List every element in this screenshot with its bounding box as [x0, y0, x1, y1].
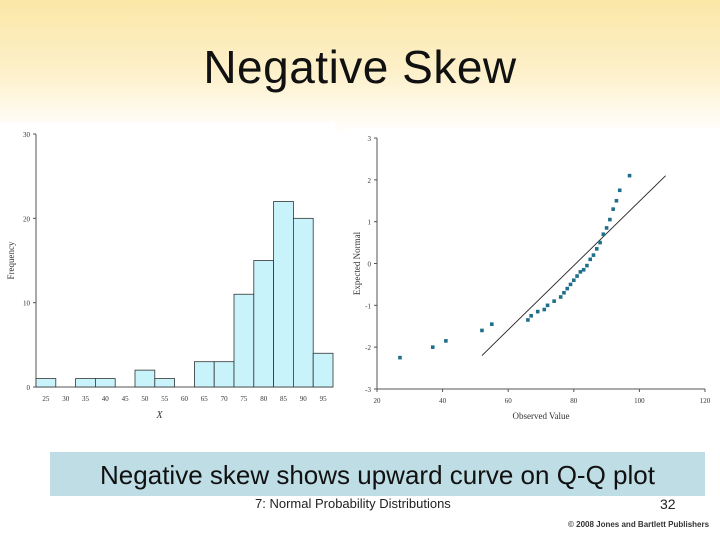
qq-point: [572, 278, 576, 283]
y-tick-label: 2: [368, 177, 372, 185]
y-tick-label: 0: [27, 384, 31, 392]
y-tick-label: 1: [368, 219, 372, 227]
x-tick-label: 75: [240, 395, 248, 403]
qq-point: [598, 240, 602, 245]
qq-point: [480, 328, 484, 333]
histogram-bar: [193, 361, 215, 388]
x-tick-label: 120: [700, 397, 711, 405]
x-tick-label: 20: [374, 397, 382, 405]
x-tick-label: 80: [260, 395, 268, 403]
x-tick-label: 95: [320, 395, 328, 403]
histogram-panel: 0 10 20 30 25 30 35 40 45 50 55 60 65 70 75 80 85 90 95 X Fr…: [0, 122, 335, 432]
histogram-bar: [312, 352, 334, 388]
x-tick-label: 40: [102, 395, 110, 403]
qq-point: [562, 290, 566, 295]
qq-point: [444, 339, 448, 343]
qq-point: [535, 309, 540, 314]
qq-point: [558, 295, 563, 299]
qq-point: [552, 299, 556, 303]
x-axis-label: Observed Value: [512, 411, 569, 421]
qq-point: [578, 270, 583, 274]
qq-point: [398, 355, 402, 360]
y-tick-label: -3: [365, 386, 371, 394]
reference-line: [481, 175, 666, 356]
qq-point: [591, 253, 596, 257]
page-number: 32: [660, 496, 676, 512]
x-tick-label: 25: [42, 395, 50, 403]
y-axis-label: Frequency: [6, 241, 16, 279]
qq-point: [601, 232, 606, 237]
x-tick-label: 45: [122, 395, 130, 403]
x-tick-label: 30: [62, 395, 70, 403]
copyright-text: © 2008 Jones and Bartlett Publishers: [568, 520, 710, 529]
qq-plot-panel: -3 -2 -1 0 1 2 3 20 40 60 80 100 120 Observed Value Ex…: [348, 128, 720, 428]
qq-point: [568, 282, 573, 287]
x-axis-label: X: [155, 410, 163, 421]
histogram-bar: [292, 217, 314, 388]
x-tick-label: 50: [141, 395, 149, 403]
y-tick-label: 0: [368, 261, 372, 269]
y-tick-label: 10: [23, 300, 31, 308]
histogram-bar: [35, 378, 57, 388]
x-tick-label: 80: [570, 397, 578, 405]
y-tick-label: -2: [365, 344, 371, 352]
x-tick-label: 70: [221, 395, 229, 403]
x-tick-label: 65: [201, 395, 209, 403]
qq-point: [588, 257, 592, 262]
qq-point: [565, 286, 570, 291]
y-tick-label: 30: [23, 131, 31, 139]
histogram-bar: [134, 369, 156, 388]
histogram-bar: [233, 293, 255, 388]
footer-text: 7: Normal Probability Distributions: [255, 496, 451, 511]
y-tick-label: -1: [365, 302, 371, 310]
y-tick-label: 3: [368, 135, 372, 143]
qq-point: [594, 247, 599, 251]
x-tick-label: 60: [181, 395, 189, 403]
histogram-bar: [213, 361, 235, 388]
histogram-bar: [154, 378, 176, 388]
qq-point: [581, 267, 586, 272]
qq-point: [575, 274, 579, 278]
x-tick-label: 55: [161, 395, 169, 403]
x-tick-label: 40: [439, 397, 447, 405]
qq-point: [529, 313, 533, 318]
qq-point: [430, 345, 435, 349]
qq-point: [617, 188, 622, 193]
qq-point: [490, 322, 494, 326]
qq-point: [611, 207, 615, 211]
y-axis-label: Expected Normal: [352, 231, 362, 295]
qq-point: [585, 263, 589, 268]
histogram-bar: [95, 378, 116, 388]
qq-point: [604, 226, 609, 230]
qq-point: [627, 173, 632, 178]
x-tick-label: 90: [300, 395, 308, 403]
histogram-bar: [75, 378, 96, 388]
qq-point: [545, 303, 550, 308]
histogram-bar: [253, 260, 275, 388]
x-tick-label: 85: [280, 395, 288, 403]
qq-point: [608, 217, 612, 222]
qq-point: [614, 198, 619, 203]
x-tick-label: 35: [82, 395, 90, 403]
x-tick-label: 60: [505, 397, 513, 405]
histogram-bar: [273, 201, 294, 388]
qq-point: [542, 307, 547, 312]
y-tick-label: 20: [23, 215, 31, 223]
caption-text: Negative skew shows upward curve on Q-Q …: [100, 460, 655, 490]
header-band: [0, 0, 720, 135]
caption-box: Negative skew shows upward curve on Q-Q …: [50, 452, 705, 496]
qq-plot-chart: -3 -2 -1 0 1 2 3 20 40 60 80 100 120 Observed Value Ex…: [352, 135, 711, 421]
x-tick-label: 100: [634, 397, 645, 405]
histogram-chart: 0 10 20 30 25 30 35 40 45 50 55 60 65 70 75 80 85 90 95 X Fr…: [6, 131, 334, 421]
qq-point: [526, 318, 530, 322]
slide-title: Negative Skew: [203, 41, 517, 93]
